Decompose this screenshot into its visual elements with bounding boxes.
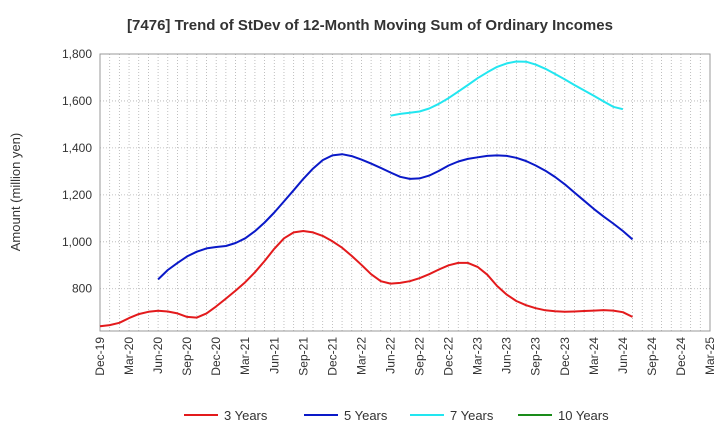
legend-label: 5 Years [344,408,388,423]
x-tick-label: Jun-24 [616,337,630,374]
y-axis-ticks: 800 1,000 1,200 1,400 1,600 1,800 [62,47,92,296]
y-axis-label: Amount (million yen) [8,133,23,252]
series-line [390,60,624,117]
x-tick-label: Mar-22 [354,337,368,375]
x-tick-label: Mar-20 [122,337,136,375]
x-tick-label: Jun-20 [151,337,165,374]
x-tick-label: Sep-23 [529,337,543,376]
series-line [99,230,633,328]
x-tick-label: Dec-21 [325,337,339,376]
legend: 3 Years 5 Years 7 Years 10 Years [184,408,609,423]
x-tick-label: Sep-24 [645,337,659,376]
x-tick-label: Mar-24 [587,337,601,375]
y-tick-label: 1,800 [62,47,92,61]
plot-frame [99,53,711,332]
x-tick-label: Dec-23 [558,337,572,376]
series-line [157,153,634,281]
x-tick-label: Sep-21 [296,337,310,376]
x-tick-label: Dec-22 [442,337,456,376]
legend-label: 10 Years [558,408,609,423]
y-tick-label: 800 [72,282,92,296]
y-tick-label: 1,200 [62,188,92,202]
x-tick-label: Mar-21 [238,337,252,375]
x-tick-label: Dec-20 [209,337,223,376]
x-tick-label: Sep-22 [413,337,427,376]
y-tick-label: 1,000 [62,235,92,249]
x-tick-label: Dec-19 [93,337,107,376]
y-tick-label: 1,600 [62,94,92,108]
chart-title: [7476] Trend of StDev of 12-Month Moving… [127,17,613,34]
legend-label: 7 Years [450,408,494,423]
x-tick-label: Dec-24 [674,337,688,376]
legend-label: 3 Years [224,408,268,423]
y-tick-label: 1,400 [62,141,92,155]
x-tick-label: Jun-21 [267,337,281,374]
x-tick-label: Mar-25 [703,337,717,375]
x-tick-label: Jun-22 [383,337,397,374]
x-tick-label: Mar-23 [471,337,485,375]
x-axis-ticks: Dec-19 Mar-20 Jun-20 Sep-20 Dec-20 Mar-21 Jun-… [93,337,717,376]
series-lines [99,60,634,328]
x-tick-label: Sep-20 [180,337,194,376]
x-tick-label: Jun-23 [500,337,514,374]
grid [100,54,710,331]
